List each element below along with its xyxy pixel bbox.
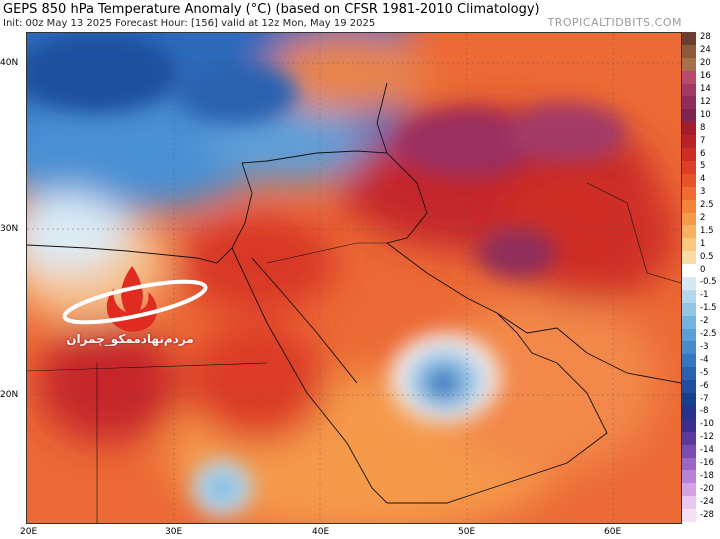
chart-title: GEPS 850 hPa Temperature Anomaly (°C) (b… [3,2,540,17]
colorbar-segment [682,57,696,72]
colorbar-tick-label: -1 [700,290,709,301]
map-svg [27,33,681,523]
colorbar-segment [682,302,696,317]
colorbar-tick-label: -2.5 [700,329,717,340]
colorbar-segment [682,83,696,97]
colorbar-segment [682,418,696,433]
colorbar-segment [682,251,696,265]
colorbar-segment [682,96,696,110]
lon-label-60e: 60E [604,527,622,537]
colorbar-tick-label: -14 [700,445,714,456]
colorbar-segment [682,496,696,510]
colorbar-tick-label: -18 [700,470,714,481]
colorbar-tick-label: 7 [700,135,706,146]
colorbar-segment [682,148,696,162]
colorbar-tick-label: -10 [700,419,714,430]
colorbar-segment [682,444,696,459]
colorbar-segment [682,354,696,368]
colorbar-tick-label: -0.5 [700,277,717,288]
colorbar-segment [682,380,696,394]
colorbar-tick-label: -1.5 [700,303,717,314]
colorbar-segment [682,509,696,523]
colorbar-segment [682,32,696,46]
colorbar-segment [682,160,696,175]
lon-label-40e: 40E [312,527,330,537]
colorbar-segment [682,173,696,188]
colorbar-tick-label: 0.5 [700,251,714,262]
colorbar-segment [682,431,696,446]
colorbar-segment [682,341,696,355]
logo-text: مردم‌نهادممکو_چمران [66,332,194,346]
colorbar [682,32,696,523]
colorbar-tick-label: -3 [700,341,709,352]
colorbar-segment [682,483,696,497]
colorbar-tick-label: 2.5 [700,200,714,211]
lat-label-40n: 40N [0,58,19,68]
colorbar-tick-label: 6 [700,148,706,159]
colorbar-segment [682,264,696,278]
colorbar-tick-label: 2 [700,212,706,223]
colorbar-tick-label: 16 [700,71,711,82]
colorbar-tick-label: 3 [700,187,706,198]
colorbar-tick-label: 10 [700,109,711,120]
colorbar-tick-label: -6 [700,380,709,391]
colorbar-segment [682,367,696,381]
colorbar-tick-label: 24 [700,45,711,56]
colorbar-segment [682,109,696,123]
colorbar-segment [682,122,696,136]
colorbar-segment [682,186,696,201]
colorbar-segment [682,315,696,330]
colorbar-segment [682,44,696,59]
colorbar-tick-label: 1.5 [700,225,714,236]
colorbar-tick-label: -28 [700,509,714,520]
colorbar-tick-label: -8 [700,406,709,417]
colorbar-tick-label: 28 [700,32,711,43]
colorbar-tick-label: 0 [700,264,706,275]
colorbar-segment [682,405,696,420]
colorbar-tick-label: -7 [700,393,709,404]
colorbar-tick-label: 12 [700,96,711,107]
colorbar-segment [682,212,696,226]
colorbar-segment [682,457,696,471]
brand-watermark[interactable]: TROPICALTIDBITS.COM [547,16,682,29]
lon-label-30e: 30E [165,527,183,537]
colorbar-tick-label: -16 [700,457,714,468]
coastline-lines [27,82,681,523]
red-flame-logo-icon [62,266,208,332]
colorbar-tick-label: -5 [700,367,709,378]
chart-subtitle: Init: 00z May 13 2025 Forecast Hour: [15… [3,18,376,29]
colorbar-tick-label: 20 [700,58,711,69]
colorbar-tick-label: -12 [700,432,714,443]
colorbar-tick-label: -2 [700,316,709,327]
colorbar-segment [682,135,696,149]
lon-label-50e: 50E [458,527,476,537]
colorbar-tick-label: -4 [700,354,709,365]
lon-label-20e: 20E [20,527,38,537]
colorbar-segment [682,225,696,239]
colorbar-tick-label: 14 [700,84,711,95]
lat-label-20n: 20N [0,390,19,400]
colorbar-tick-label: 4 [700,174,706,185]
map-gridlines [27,33,681,523]
temperature-anomaly-map [26,32,682,524]
colorbar-segment [682,277,696,291]
colorbar-segment [682,70,696,85]
colorbar-tick-label: 8 [700,122,706,133]
colorbar-segment [682,238,696,252]
colorbar-segment [682,328,696,342]
colorbar-tick-label: 5 [700,161,706,172]
colorbar-segment [682,393,696,407]
lat-label-30n: 30N [0,224,19,234]
colorbar-tick-label: -20 [700,483,714,494]
colorbar-tick-label: 1 [700,238,706,249]
colorbar-tick-label: -24 [700,496,714,507]
colorbar-segment [682,289,696,304]
colorbar-segment [682,470,696,484]
colorbar-segment [682,199,696,214]
